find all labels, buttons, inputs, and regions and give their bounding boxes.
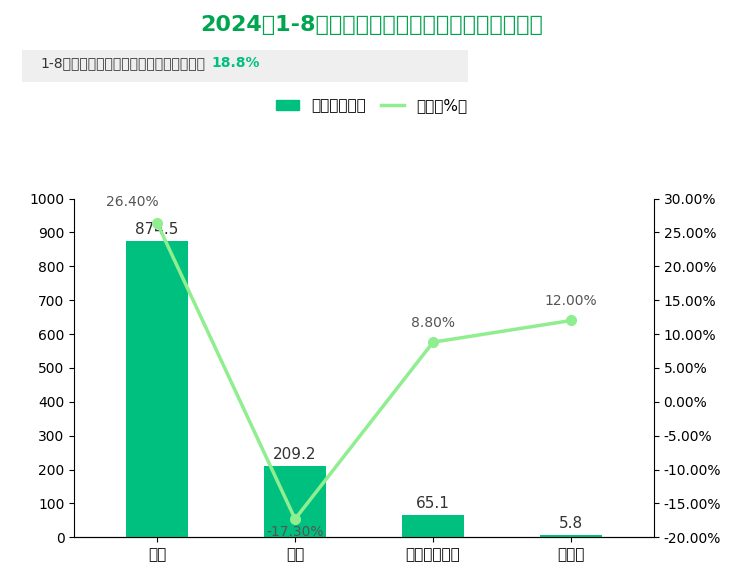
Text: 5.8: 5.8 (559, 516, 583, 531)
Legend: 产量（万吚）, 增长（%）: 产量（万吚）, 增长（%） (270, 92, 473, 120)
Text: 1-8月，全市规模以上工业增加值同比增长: 1-8月，全市规模以上工业增加值同比增长 (41, 56, 206, 69)
Bar (126, 241, 188, 537)
Text: 874.5: 874.5 (135, 222, 179, 237)
Text: 8.80%: 8.80% (411, 316, 455, 330)
Bar (264, 467, 326, 537)
Bar (540, 536, 602, 537)
Text: 26.40%: 26.40% (106, 196, 158, 210)
Text: 18.8%: 18.8% (212, 56, 260, 69)
Text: -17.30%: -17.30% (266, 526, 324, 539)
Text: 65.1: 65.1 (416, 496, 450, 511)
Text: 209.2: 209.2 (273, 447, 317, 463)
Text: 2024年1-8月白银市主要工业产品产量及增长情况: 2024年1-8月白银市主要工业产品产量及增长情况 (200, 15, 543, 34)
Bar (402, 515, 464, 537)
Text: 12.00%: 12.00% (545, 294, 597, 308)
